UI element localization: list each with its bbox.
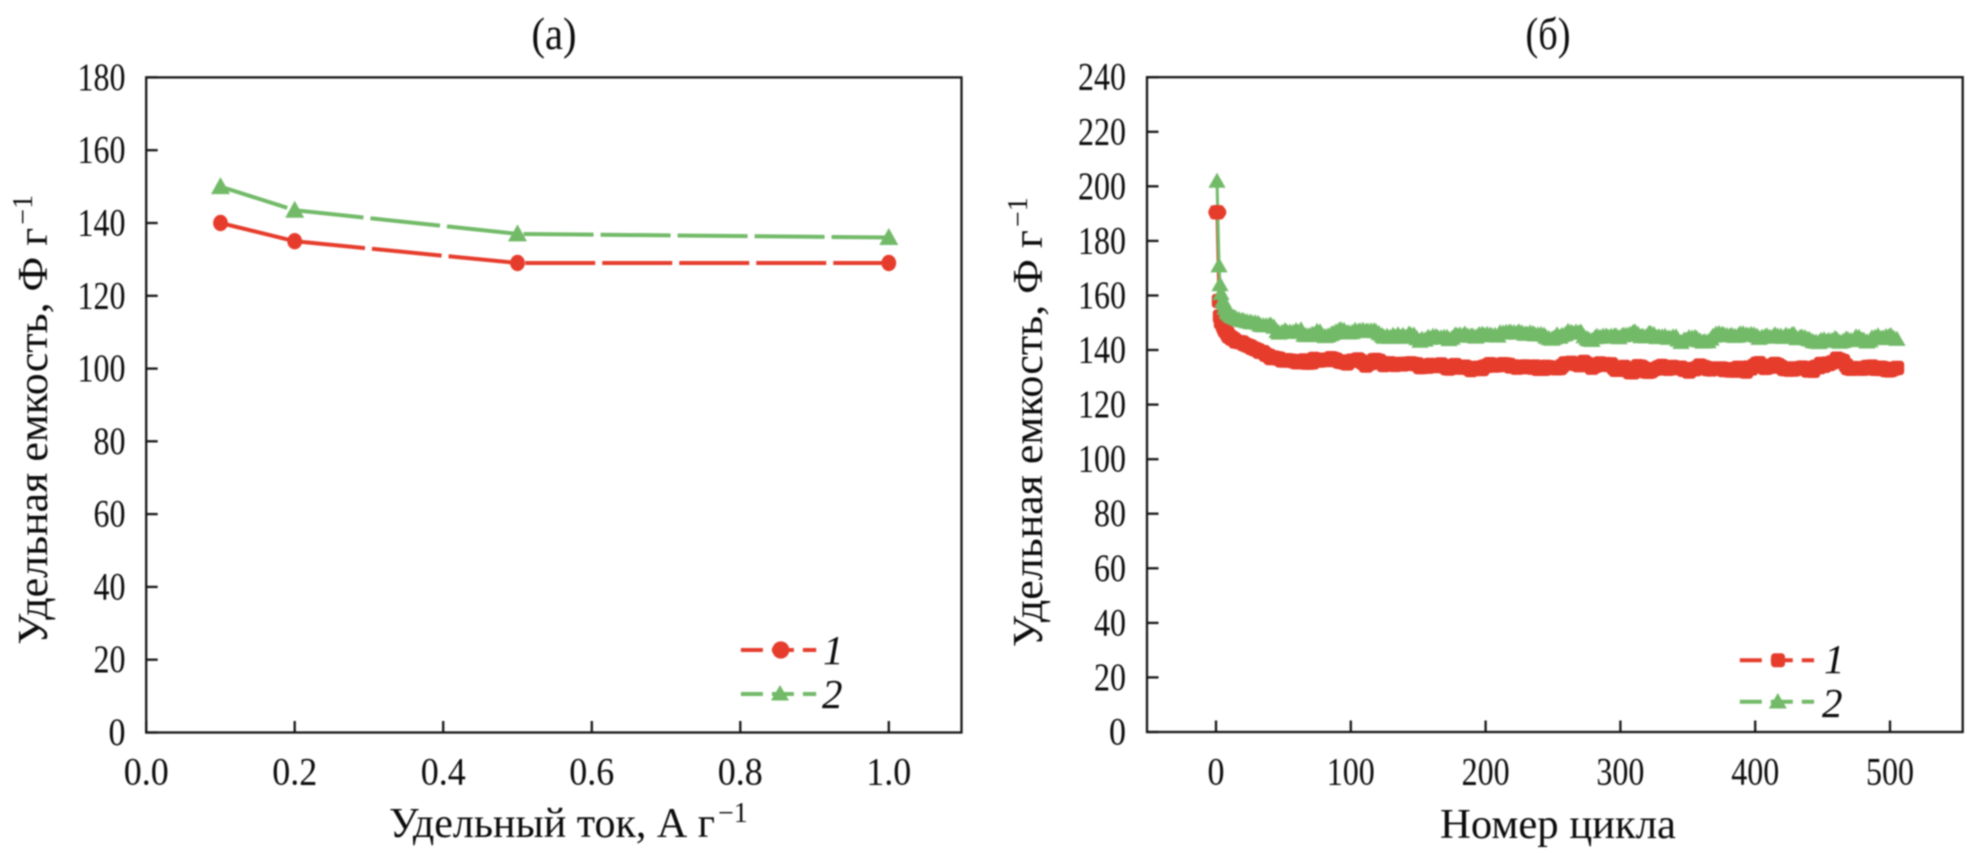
- svg-text:160: 160: [1078, 274, 1126, 317]
- svg-text:1.0: 1.0: [866, 751, 911, 794]
- svg-text:120: 120: [1078, 383, 1126, 426]
- svg-text:0.8: 0.8: [718, 751, 763, 794]
- svg-text:200: 200: [1462, 751, 1510, 794]
- svg-text:−1: −1: [8, 195, 39, 225]
- svg-text:−1: −1: [1003, 197, 1034, 227]
- svg-text:0: 0: [109, 711, 126, 754]
- svg-text:300: 300: [1596, 751, 1644, 794]
- svg-text:400: 400: [1731, 751, 1779, 794]
- svg-text:Номер цикла: Номер цикла: [1440, 802, 1676, 848]
- svg-text:Удельная емкость, Ф г: Удельная емкость, Ф г: [1006, 230, 1052, 647]
- svg-text:180: 180: [78, 56, 126, 99]
- svg-text:0.4: 0.4: [421, 751, 466, 794]
- svg-text:100: 100: [1327, 751, 1375, 794]
- svg-text:220: 220: [1078, 110, 1126, 153]
- svg-text:240: 240: [1078, 56, 1126, 99]
- svg-text:60: 60: [94, 493, 126, 536]
- svg-text:500: 500: [1866, 751, 1914, 794]
- svg-text:60: 60: [1094, 547, 1126, 590]
- svg-text:Удельный ток, А г: Удельный ток, А г: [389, 801, 715, 847]
- svg-text:0.0: 0.0: [124, 751, 169, 794]
- svg-text:100: 100: [78, 347, 126, 390]
- svg-text:140: 140: [78, 202, 126, 245]
- svg-text:180: 180: [1078, 219, 1126, 262]
- svg-text:0.6: 0.6: [569, 751, 614, 794]
- svg-text:1: 1: [1824, 636, 1845, 682]
- svg-text:0: 0: [1109, 711, 1126, 754]
- svg-text:(а): (а): [532, 8, 577, 59]
- svg-text:2: 2: [1822, 680, 1843, 726]
- svg-text:200: 200: [1078, 165, 1126, 208]
- svg-text:40: 40: [1094, 601, 1126, 644]
- svg-text:40: 40: [94, 565, 126, 608]
- svg-text:0: 0: [1208, 751, 1225, 794]
- svg-text:160: 160: [78, 129, 126, 172]
- svg-text:100: 100: [1078, 438, 1126, 481]
- svg-text:2: 2: [822, 671, 843, 717]
- svg-text:20: 20: [94, 638, 126, 681]
- svg-text:−1: −1: [718, 798, 748, 829]
- svg-text:0.2: 0.2: [272, 751, 317, 794]
- svg-text:20: 20: [1094, 656, 1126, 699]
- svg-text:Удельная емкость, Ф г: Удельная емкость, Ф г: [11, 228, 57, 645]
- svg-text:80: 80: [1094, 492, 1126, 535]
- svg-text:(б): (б): [1526, 8, 1571, 59]
- svg-text:120: 120: [78, 274, 126, 317]
- svg-text:80: 80: [94, 420, 126, 463]
- svg-text:140: 140: [1078, 329, 1126, 372]
- svg-text:1: 1: [823, 627, 844, 673]
